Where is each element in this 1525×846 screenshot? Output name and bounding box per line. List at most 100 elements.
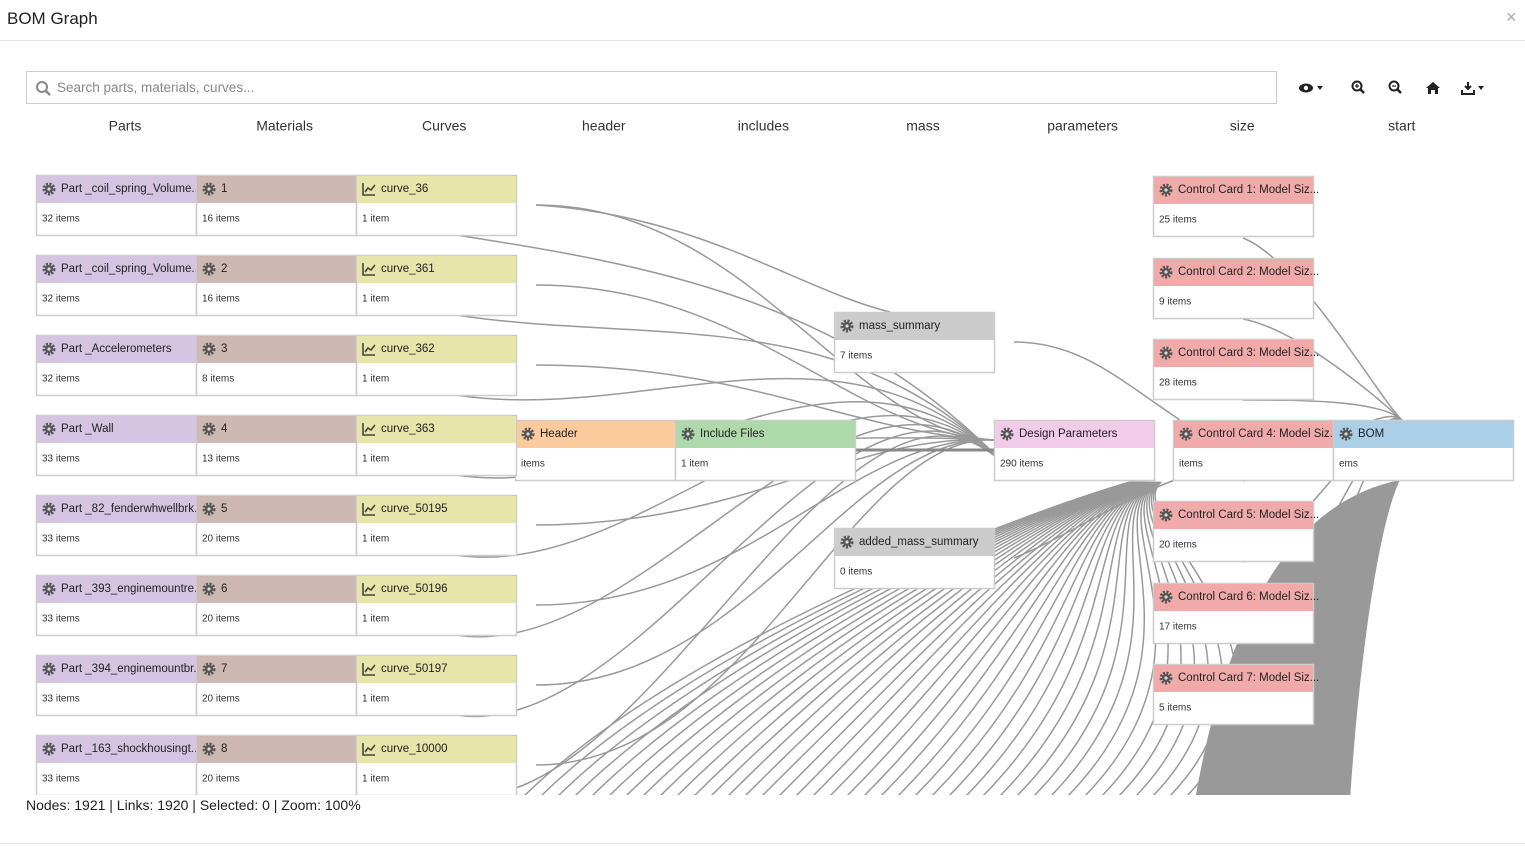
node-count: 1 item bbox=[362, 534, 389, 545]
graph-node[interactable]: Control Card 6: Model Siz... 17 items bbox=[1152, 582, 1320, 645]
edge bbox=[575, 481, 1133, 795]
edge bbox=[710, 481, 1140, 795]
edge bbox=[999, 481, 1153, 795]
edge bbox=[795, 481, 1144, 795]
graph-node[interactable]: curve_50195 1 item bbox=[355, 494, 518, 557]
column-heading: Parts bbox=[109, 118, 142, 134]
graph-node[interactable]: curve_50196 1 item bbox=[355, 574, 518, 637]
node-header bbox=[197, 336, 356, 363]
node-header bbox=[1334, 421, 1513, 448]
node-title: 6 bbox=[221, 583, 227, 595]
node-title: Control Card 7: Model Siz... bbox=[1178, 672, 1319, 684]
edge bbox=[897, 481, 1148, 795]
node-title: Part _163_shockhousingt... bbox=[61, 743, 200, 755]
graph-node[interactable]: BOM ems bbox=[1332, 419, 1515, 482]
graph-node[interactable]: 4 13 items bbox=[195, 414, 358, 477]
gear-icon bbox=[1159, 346, 1173, 360]
graph-node[interactable]: Control Card 3: Model Siz... 28 items bbox=[1152, 338, 1320, 401]
gear-icon bbox=[47, 187, 51, 191]
node-title: Header bbox=[540, 428, 578, 440]
graph-node[interactable]: Part _82_fenderwhwellbrk... 33 items bbox=[35, 494, 204, 557]
graph-node[interactable]: 3 8 items bbox=[195, 334, 358, 397]
graph-node[interactable]: Control Card 5: Model Siz... 20 items bbox=[1152, 500, 1320, 563]
gear-icon bbox=[42, 262, 56, 276]
node-header bbox=[197, 736, 356, 763]
gear-icon bbox=[840, 535, 854, 549]
graph-node[interactable]: Part _Wall 33 items bbox=[35, 414, 198, 477]
node-title: 5 bbox=[221, 503, 227, 515]
gear-icon bbox=[1164, 513, 1168, 517]
node-header bbox=[37, 416, 196, 443]
view-menu[interactable] bbox=[1299, 83, 1323, 93]
node-title: mass_summary bbox=[859, 320, 940, 332]
edge bbox=[829, 481, 1145, 795]
gear-icon bbox=[47, 427, 51, 431]
edge bbox=[778, 481, 1143, 795]
graph-node[interactable]: Part _394_enginemountbr... 33 items bbox=[35, 654, 203, 717]
graph-node[interactable]: Include Files 1 item bbox=[674, 419, 857, 482]
gear-icon bbox=[1164, 676, 1168, 680]
node-title: curve_50197 bbox=[381, 663, 448, 675]
edge bbox=[592, 481, 1134, 795]
node-count: 1 item bbox=[362, 294, 389, 305]
graph-node[interactable]: Control Card 2: Model Siz... 9 items bbox=[1152, 257, 1320, 320]
graph-node[interactable]: added_mass_summary 0 items bbox=[833, 527, 996, 590]
edge bbox=[1067, 481, 1157, 795]
graph-node[interactable]: 5 20 items bbox=[195, 494, 358, 557]
graph-node[interactable]: curve_361 1 item bbox=[355, 254, 518, 317]
graph-node[interactable]: curve_50197 1 item bbox=[355, 654, 518, 717]
node-header bbox=[197, 256, 356, 283]
graph-node[interactable]: curve_362 1 item bbox=[355, 334, 518, 397]
node-header bbox=[357, 496, 516, 523]
graph-node[interactable]: 2 16 items bbox=[195, 254, 358, 317]
zoom-out[interactable] bbox=[1388, 80, 1402, 94]
gear-icon bbox=[521, 427, 535, 441]
gear-icon bbox=[202, 582, 216, 596]
node-count: 16 items bbox=[202, 214, 240, 225]
edge bbox=[535, 364, 995, 441]
node-title: curve_36 bbox=[381, 183, 428, 195]
graph-node[interactable]: curve_36 1 item bbox=[355, 174, 518, 237]
gear-icon bbox=[526, 432, 530, 436]
graph-node[interactable]: Part _coil_spring_Volume... 32 items bbox=[35, 254, 202, 317]
graph-node[interactable]: Part _Accelerometers 32 items bbox=[35, 334, 198, 397]
edge bbox=[694, 481, 1139, 795]
gear-icon bbox=[681, 427, 695, 441]
graph-node[interactable]: Part _163_shockhousingt... 33 items bbox=[35, 734, 201, 796]
graph-node[interactable]: curve_10000 1 item bbox=[355, 734, 518, 796]
close-button[interactable]: × bbox=[1506, 7, 1517, 27]
gear-icon bbox=[207, 587, 211, 591]
edge bbox=[456, 435, 1011, 795]
edge bbox=[1242, 318, 1403, 421]
node-count: items bbox=[1179, 459, 1203, 470]
graph-node[interactable]: 7 20 items bbox=[195, 654, 358, 717]
graph-node[interactable]: 1 16 items bbox=[195, 174, 358, 237]
node-count: 1 item bbox=[362, 214, 389, 225]
graph-node[interactable]: 8 20 items bbox=[195, 734, 358, 796]
node-title: Part _coil_spring_Volume... bbox=[61, 263, 201, 275]
gear-icon bbox=[845, 324, 849, 328]
gear-icon bbox=[47, 667, 51, 671]
node-header bbox=[357, 176, 516, 203]
graph-node[interactable]: Control Card 4: Model Siz... items bbox=[1172, 419, 1340, 482]
zoom-in[interactable] bbox=[1351, 80, 1365, 94]
graph-node[interactable]: Control Card 7: Model Siz... 5 items bbox=[1152, 663, 1320, 726]
graph-node[interactable]: Design Parameters 290 items bbox=[993, 419, 1156, 482]
edge bbox=[1013, 341, 1181, 421]
node-count: 1 item bbox=[362, 374, 389, 385]
search-box[interactable]: Search parts, materials, curves... bbox=[26, 71, 1277, 104]
node-title: curve_361 bbox=[381, 263, 435, 275]
graph-node[interactable]: 6 20 items bbox=[195, 574, 358, 637]
home[interactable] bbox=[1426, 82, 1440, 94]
graph-node[interactable]: mass_summary 7 items bbox=[833, 311, 996, 374]
node-title: Design Parameters bbox=[1019, 428, 1118, 440]
node-count: 17 items bbox=[1159, 622, 1197, 633]
graph-node[interactable]: Part _393_enginemountre... 33 items bbox=[35, 574, 204, 637]
node-title: BOM bbox=[1358, 428, 1384, 440]
export-menu[interactable] bbox=[1461, 82, 1484, 95]
graph-node[interactable]: Header items bbox=[514, 419, 677, 482]
graph-node[interactable]: curve_363 1 item bbox=[355, 414, 518, 477]
graph-node[interactable]: Part _coil_spring_Volume... 32 items bbox=[35, 174, 202, 237]
graph-node[interactable]: Control Card 1: Model Siz... 25 items bbox=[1152, 175, 1320, 238]
